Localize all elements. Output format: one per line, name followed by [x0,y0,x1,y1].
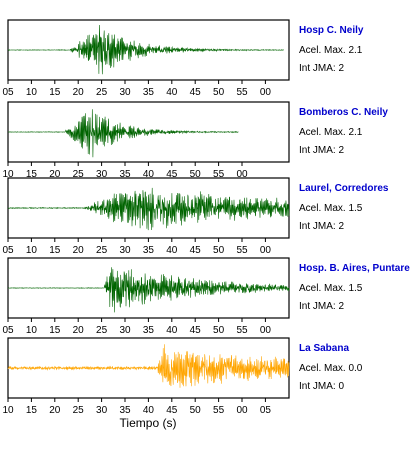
station-name: Hosp C. Neily [299,25,364,36]
x-tick-label: 55 [213,405,225,416]
jma-intensity: Int JMA: 2 [299,145,344,156]
x-tick-label: 00 [260,325,272,336]
x-tick-label: 10 [2,169,14,180]
x-tick-label: 30 [96,405,108,416]
peak-acceleration: Acel. Max. 1.5 [299,283,363,294]
x-tick-label: 00 [260,87,272,98]
x-tick-label: 30 [119,87,131,98]
waveform-trace [7,267,290,313]
station-name: La Sabana [299,343,349,354]
x-tick-label: 45 [190,325,202,336]
x-tick-label: 15 [26,169,38,180]
x-axis-label: Tiempo (s) [120,416,177,430]
x-tick-label: 05 [2,87,14,98]
seismogram-panel: 05 10 15 20 25 30 35 40 45 50 55 00 Hosp C. Neily Ace… [2,19,364,98]
x-tick-label: 35 [143,245,155,256]
waveform-trace [7,187,290,231]
x-tick-label: 25 [96,245,108,256]
x-tick-label: 15 [49,87,61,98]
x-tick-label: 40 [143,405,155,416]
jma-intensity: Int JMA: 0 [299,381,344,392]
x-tick-label: 10 [26,325,38,336]
x-tick-label: 40 [166,245,178,256]
x-tick-label: 15 [49,325,61,336]
x-tick-label: 55 [236,325,248,336]
x-tick-label: 10 [2,405,14,416]
seismogram-panel: 05 10 15 20 25 30 35 40 45 50 55 00 Laurel, Corredor… [2,177,389,256]
x-tick-label: 30 [119,245,131,256]
seismogram-panel: 05 10 15 20 25 30 35 40 45 50 55 00 Hosp. B. Aires, … [2,257,410,336]
station-name: Laurel, Corredores [299,183,389,194]
x-tick-label: 25 [96,87,108,98]
x-tick-label: 20 [73,325,85,336]
x-tick-label: 20 [73,87,85,98]
x-tick-label: 40 [166,87,178,98]
x-tick-label: 10 [26,245,38,256]
x-tick-label: 10 [26,87,38,98]
station-name: Hosp. B. Aires, Puntare [299,263,410,274]
x-tick-label: 45 [166,405,178,416]
jma-intensity: Int JMA: 2 [299,63,344,74]
x-tick-label: 35 [143,87,155,98]
peak-acceleration: Acel. Max. 0.0 [299,363,363,374]
x-tick-label: 00 [260,245,272,256]
waveform-trace [8,109,239,158]
x-tick-label: 50 [213,245,225,256]
peak-acceleration: Acel. Max. 2.1 [299,127,363,138]
x-tick-label: 40 [166,325,178,336]
waveform-trace [7,344,290,388]
x-tick-label: 55 [213,169,225,180]
x-tick-label: 20 [73,245,85,256]
jma-intensity: Int JMA: 2 [299,301,344,312]
x-tick-label: 05 [260,405,272,416]
x-tick-label: 15 [26,405,38,416]
x-tick-label: 40 [143,169,155,180]
waveform-trace [7,24,284,75]
x-tick-label: 25 [96,325,108,336]
peak-acceleration: Acel. Max. 1.5 [299,203,363,214]
x-tick-label: 25 [73,169,85,180]
seismogram-panel: 10 15 20 25 30 35 40 45 50 55 00 05 La Sabana Acel. M… [2,337,363,416]
x-tick-label: 25 [73,405,85,416]
x-tick-label: 50 [213,87,225,98]
x-tick-label: 30 [96,169,108,180]
panels-group: 05 10 15 20 25 30 35 40 45 50 55 00 Hosp C. Neily Ace… [2,19,410,416]
x-tick-label: 35 [119,169,131,180]
x-tick-label: 50 [190,169,202,180]
x-tick-label: 45 [190,245,202,256]
x-tick-label: 05 [2,245,14,256]
x-tick-label: 00 [236,405,248,416]
jma-intensity: Int JMA: 2 [299,221,344,232]
x-tick-label: 50 [213,325,225,336]
x-tick-label: 45 [166,169,178,180]
x-tick-label: 35 [143,325,155,336]
seismogram-panel: 10 15 20 25 30 35 40 45 50 55 00 Bomberos C. Neily A… [2,101,388,180]
x-tick-label: 30 [119,325,131,336]
peak-acceleration: Acel. Max. 2.1 [299,45,363,56]
x-tick-label: 55 [236,245,248,256]
x-tick-label: 35 [119,405,131,416]
x-tick-label: 20 [49,169,61,180]
x-tick-label: 50 [190,405,202,416]
x-tick-label: 05 [2,325,14,336]
x-tick-label: 55 [236,87,248,98]
x-tick-label: 15 [49,245,61,256]
x-tick-label: 00 [236,169,248,180]
x-tick-label: 45 [190,87,202,98]
x-tick-label: 20 [49,405,61,416]
station-name: Bomberos C. Neily [299,107,388,118]
